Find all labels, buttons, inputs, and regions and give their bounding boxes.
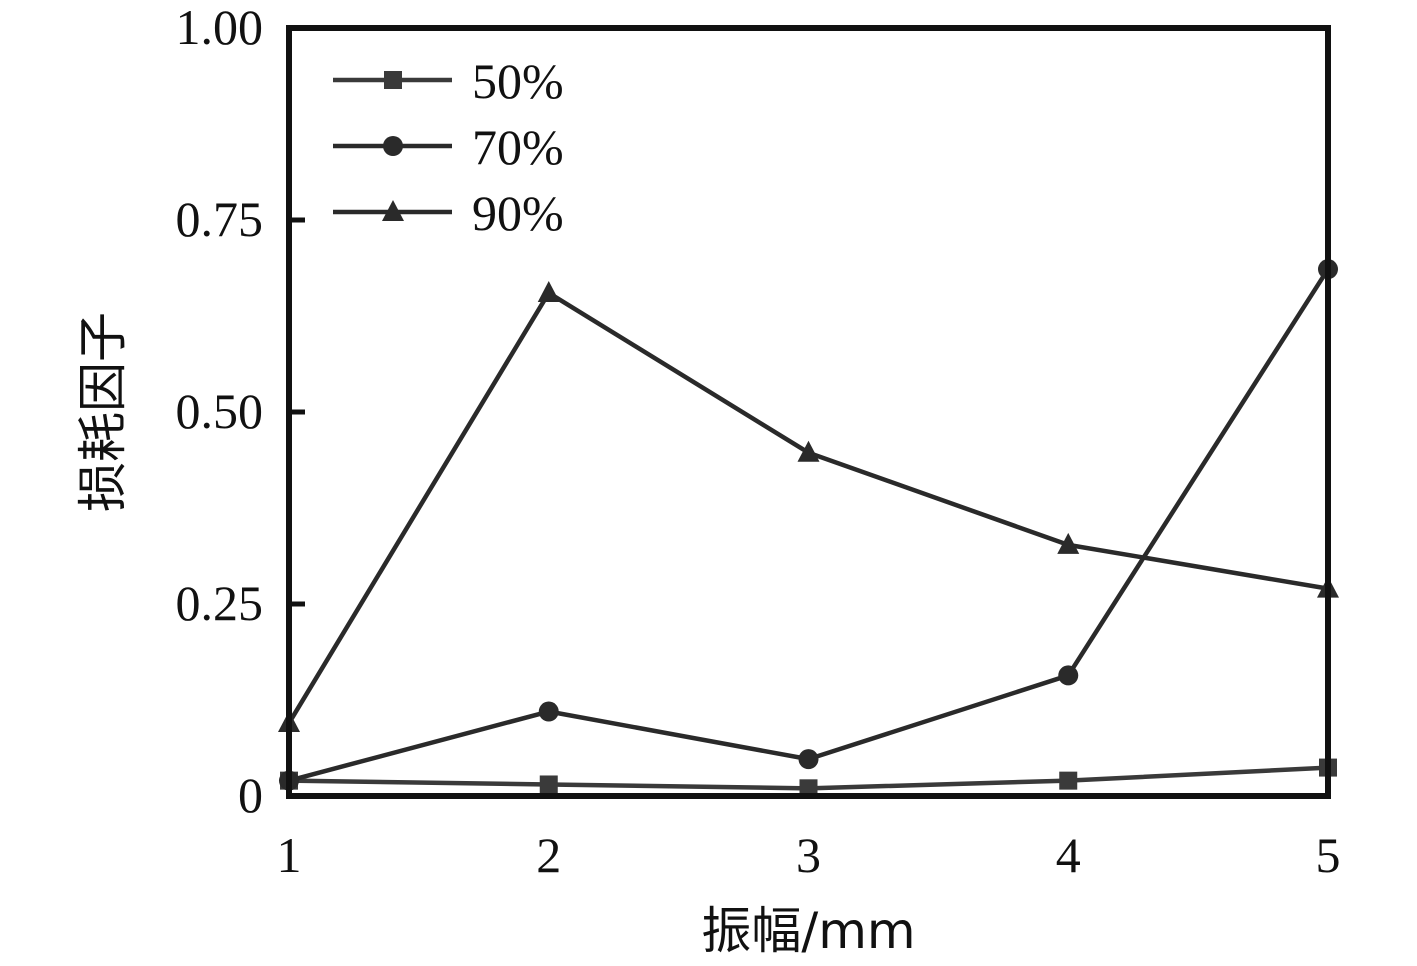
- data-point-circle: [1058, 665, 1079, 686]
- legend-marker-circle: [383, 136, 403, 156]
- data-point-circle: [798, 749, 819, 770]
- y-axis-ticks: 0 0.25 0.50 0.75 1.00: [176, 0, 305, 823]
- y-tick-label: 0: [238, 767, 263, 823]
- data-point-square: [1059, 771, 1078, 790]
- legend-marker-square: [384, 71, 402, 89]
- legend: 50% 70% 90%: [333, 53, 564, 241]
- data-point-triangle: [797, 440, 820, 462]
- series-layer: [278, 259, 1339, 798]
- data-point-triangle: [537, 280, 560, 302]
- x-axis-ticks: 1 2 3 4 5: [277, 827, 1341, 883]
- y-axis-title: 损耗因子: [74, 312, 132, 512]
- x-tick-label: 4: [1056, 827, 1081, 883]
- data-point-square: [799, 779, 818, 798]
- y-tick-label: 0.25: [176, 575, 264, 631]
- legend-marker-triangle: [382, 200, 404, 221]
- y-tick-label: 1.00: [176, 0, 264, 55]
- series-line-70%: [288, 267, 1330, 783]
- legend-label: 50%: [472, 53, 564, 109]
- x-tick-label: 3: [796, 827, 821, 883]
- data-point-square: [539, 775, 558, 794]
- series-line-90%: [287, 290, 1329, 725]
- data-point-triangle: [1057, 532, 1080, 554]
- x-tick-label: 2: [536, 827, 561, 883]
- x-axis-title: 振幅/mm: [701, 902, 915, 960]
- data-point-circle: [538, 701, 559, 722]
- y-tick-label: 0.75: [176, 191, 264, 247]
- x-tick-label: 5: [1316, 827, 1341, 883]
- legend-label: 90%: [472, 185, 564, 241]
- x-tick-label: 1: [277, 827, 302, 883]
- legend-label: 70%: [472, 119, 564, 175]
- plot-frame: [286, 25, 1331, 799]
- y-tick-label: 0.50: [176, 383, 264, 439]
